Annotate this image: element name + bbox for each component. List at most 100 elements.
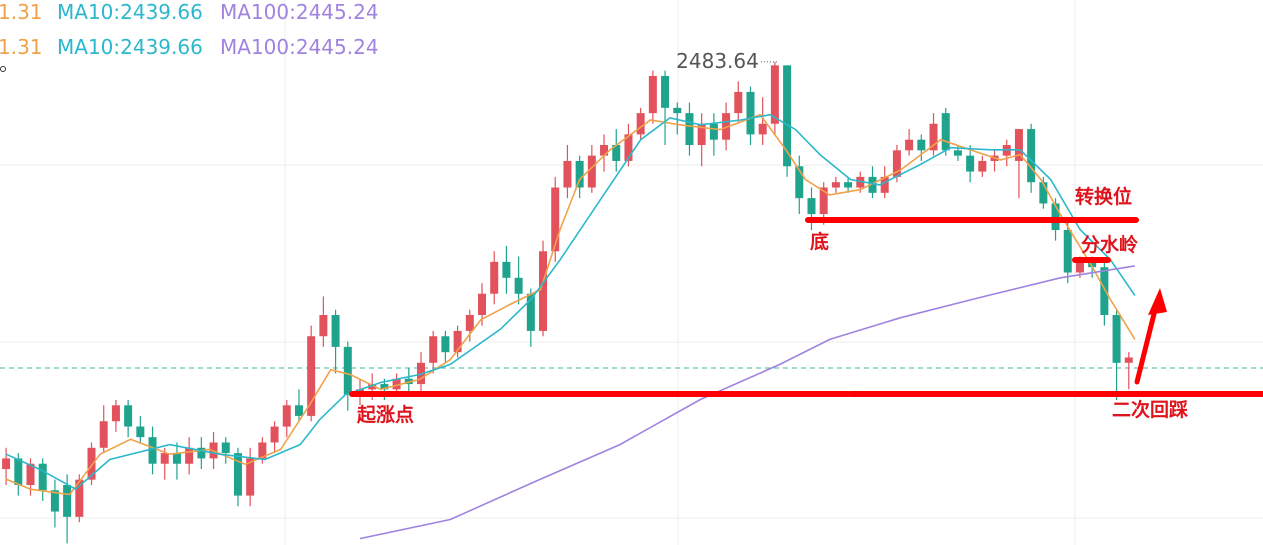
plot [2, 61, 1136, 544]
candle-body [1051, 203, 1060, 231]
candle-body [1014, 129, 1023, 161]
annotation: 底 [810, 230, 829, 253]
legend-item: 1.31 [0, 0, 43, 24]
candle-body [380, 384, 389, 390]
candle-body [844, 182, 853, 188]
arrow-shaft [1134, 299, 1160, 385]
candle-body [978, 160, 987, 172]
candle-body [673, 107, 682, 114]
legend-item: 1.31 [0, 35, 43, 59]
candle-body [783, 65, 792, 167]
candle-body [831, 182, 840, 188]
candle-body [478, 293, 487, 315]
candle-body [50, 490, 59, 512]
candle-body [929, 123, 938, 151]
candle-body [99, 421, 108, 448]
candle-body [734, 91, 743, 114]
candle-body [26, 463, 35, 485]
candle-body [307, 336, 316, 416]
candle-body [539, 251, 548, 331]
candle-body [966, 155, 975, 172]
candle-body [392, 378, 401, 390]
candle-body [502, 261, 511, 278]
arrow-head [1148, 288, 1167, 315]
candle-body [697, 123, 706, 146]
candle-body [111, 405, 120, 422]
candle-body [1112, 314, 1121, 363]
candle-body [551, 187, 560, 252]
candle-body [624, 134, 633, 161]
candle-body [1027, 129, 1036, 183]
candle-body [441, 336, 450, 353]
candle-body [490, 261, 499, 294]
candle-body [197, 447, 206, 459]
candle-body [172, 453, 181, 464]
candle-body [709, 123, 718, 140]
candle-body [221, 442, 230, 454]
candle-body [661, 75, 670, 108]
candle-body [758, 123, 767, 135]
ma-line [5, 113, 1136, 491]
candle-body [319, 314, 328, 337]
candle-body [38, 463, 47, 491]
candle-body [87, 447, 96, 480]
candle-body [270, 426, 279, 443]
candle-body [465, 314, 474, 331]
ma-line [359, 265, 1136, 540]
candle-body [246, 458, 255, 496]
candle-body [795, 166, 804, 199]
candle-body [14, 458, 23, 485]
candle-body [856, 176, 865, 188]
candle-body [2, 458, 11, 470]
max-label: 2483.64 [676, 49, 759, 73]
candle-body [892, 150, 901, 177]
annotation: 分水岭 [1081, 233, 1138, 256]
candle-body [294, 405, 303, 416]
candle-body [136, 426, 145, 438]
candle-body [1063, 230, 1072, 273]
candle-body [636, 113, 645, 135]
candle-body [880, 176, 889, 193]
candle-body [160, 453, 169, 464]
candle-body [905, 139, 914, 151]
candle-body [648, 75, 657, 114]
candle-body [233, 453, 242, 496]
annotation: 二次回踩 [1112, 398, 1188, 421]
candle-body [331, 314, 340, 347]
candle-body [453, 330, 462, 353]
candle-body [575, 160, 584, 188]
candle-body [917, 139, 926, 151]
candle-body [148, 437, 157, 464]
candle-body [75, 479, 84, 517]
candle-body [1075, 261, 1084, 273]
candle-body [868, 176, 877, 193]
candle-body [685, 113, 694, 146]
candle-body [1088, 261, 1097, 268]
candle-body [1124, 357, 1133, 363]
candle-body [953, 150, 962, 156]
marker [0, 66, 6, 72]
candle-body [429, 336, 438, 363]
candle-body [258, 442, 267, 459]
candle-body [612, 145, 621, 161]
candle-body [514, 277, 523, 294]
candle-body [1100, 267, 1109, 315]
legend-item: MA10:2439.66 [57, 0, 203, 24]
candle-body [746, 91, 755, 135]
candle-body [526, 293, 535, 331]
candle-body [282, 405, 291, 427]
candle-body [1039, 182, 1048, 204]
legend-item: MA10:2439.66 [57, 35, 203, 59]
candle-body [63, 484, 72, 517]
annotation: 转换位 [1075, 185, 1132, 208]
annotation-lines [349, 217, 1263, 397]
candle-body [563, 160, 572, 188]
candle-body [368, 384, 377, 390]
legend-item: MA100:2445.24 [220, 35, 379, 59]
candle-body [587, 155, 596, 188]
candle-body [770, 65, 779, 124]
candle-body [343, 346, 352, 395]
